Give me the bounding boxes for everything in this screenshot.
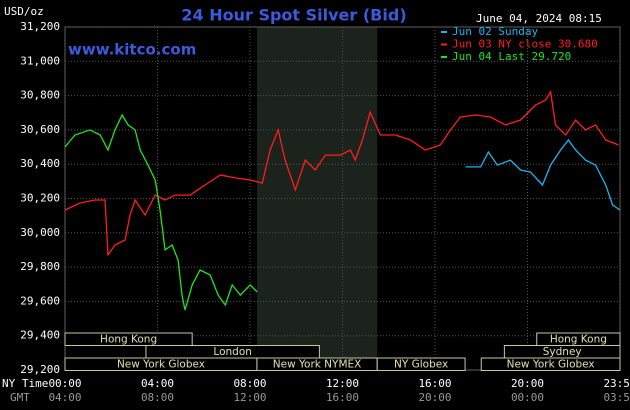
session-box [480, 357, 621, 371]
gmt-tick-label: 16:00 [326, 391, 359, 404]
gmt-tick-label: 08:00 [141, 391, 174, 404]
y-tick-label: 30,200 [20, 192, 60, 205]
y-tick-label: 30,800 [20, 89, 60, 102]
legend-label: Jun 02 Sunday [452, 25, 538, 38]
x-axis-label: NY Time [2, 377, 48, 390]
x-tick-label: 20:00 [511, 377, 544, 390]
x-tick-label: 23:59 [603, 377, 630, 390]
x-tick-label: 04:00 [141, 377, 174, 390]
y-tick-label: 29,200 [20, 363, 60, 376]
gmt-tick-label: 04:00 [48, 391, 81, 404]
session-label: NY Globex [394, 359, 448, 371]
gmt-tick-label: 00:00 [511, 391, 544, 404]
session-label: Hong Kong [550, 334, 607, 346]
gmt-tick-label: 12:00 [233, 391, 266, 404]
x-tick-label: 08:00 [233, 377, 266, 390]
series-line [64, 90, 619, 257]
session-box [64, 332, 193, 346]
y-tick-label: 30,400 [20, 157, 60, 170]
legend-label: Jun 03 NY close 30.680 [452, 38, 598, 51]
x2-axis-label: GMT [10, 391, 30, 404]
session-label: New York Globex [117, 359, 205, 371]
series-line [465, 138, 621, 211]
session-box [376, 357, 466, 371]
x-tick-label: 16:00 [418, 377, 451, 390]
unit-label: USD/oz [4, 5, 44, 18]
gmt-tick-label: 20:00 [418, 391, 451, 404]
gmt-tick-label: 03:59 [603, 391, 630, 404]
x-tick-label: 00:00 [48, 377, 81, 390]
chart-title: 24 Hour Spot Silver (Bid) [181, 6, 406, 25]
y-tick-label: 30,000 [20, 226, 60, 239]
session-label: New York Globex [507, 359, 595, 371]
y-tick-label: 30,600 [20, 123, 60, 136]
session-label: London [213, 346, 252, 358]
y-tick-label: 29,400 [20, 329, 60, 342]
session-label: Hong Kong [100, 334, 157, 346]
y-tick-label: 29,600 [20, 294, 60, 307]
session-label: New York NYMEX [273, 359, 362, 371]
timestamp: June 04, 2024 08:15 [476, 12, 602, 25]
series-line [64, 113, 258, 311]
legend-label: Jun 04 Last 29.720 [452, 50, 571, 63]
y-tick-label: 31,200 [20, 20, 60, 33]
session-label: Sydney [543, 346, 582, 358]
x-tick-label: 12:00 [326, 377, 359, 390]
y-tick-label: 29,800 [20, 260, 60, 273]
y-tick-label: 31,000 [20, 54, 60, 67]
watermark: www.kitco.com [68, 41, 196, 59]
